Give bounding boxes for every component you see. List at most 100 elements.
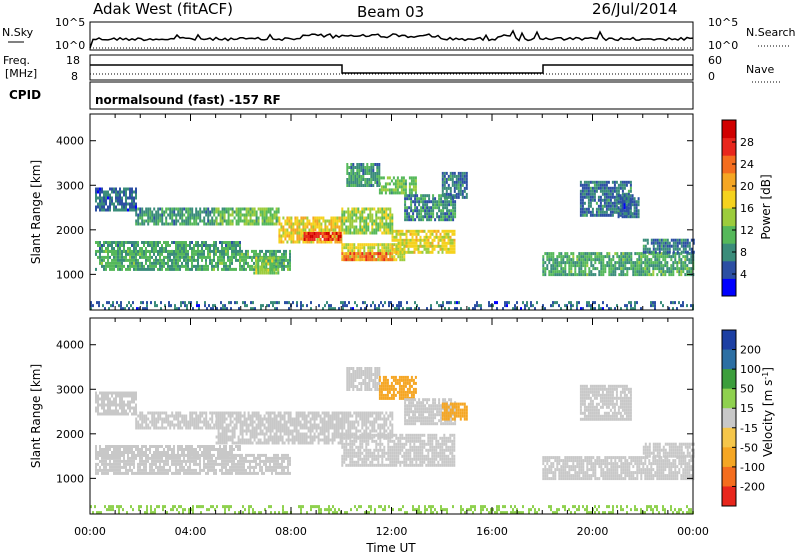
colorbar-swatch [722, 155, 736, 174]
heatmap-cell [347, 255, 350, 259]
heatmap-cell [476, 301, 478, 305]
heatmap-cell [660, 270, 663, 274]
heatmap-cell [640, 261, 643, 265]
heatmap-cell [203, 207, 206, 211]
heatmap-cell [121, 391, 123, 395]
heatmap-cell [267, 411, 270, 415]
heatmap-cell [516, 301, 518, 305]
heatmap-cell [231, 258, 233, 262]
heatmap-cell [95, 448, 97, 451]
heatmap-cell [588, 270, 591, 274]
heatmap-cell [337, 414, 340, 418]
heatmap-cell [127, 241, 129, 244]
heatmap-cell [147, 249, 149, 253]
heatmap-cell [625, 197, 628, 201]
heatmap-cell [160, 301, 162, 305]
heatmap-cell [676, 261, 679, 265]
heatmap-cell [341, 258, 344, 262]
heatmap-cell [637, 203, 640, 207]
heatmap-cell [612, 255, 615, 259]
heatmap-cell [623, 180, 626, 184]
heatmap-cell [249, 210, 252, 214]
heatmap-cell [436, 215, 439, 219]
heatmap-cell [225, 411, 228, 415]
heatmap-cell [455, 177, 458, 181]
heatmap-cell [341, 243, 344, 247]
heatmap-cell [103, 199, 105, 203]
heatmap-cell [445, 232, 448, 236]
heatmap-cell [550, 273, 553, 277]
heatmap-cell [583, 189, 586, 193]
heatmap-cell [255, 417, 258, 421]
heatmap-cell [528, 307, 530, 311]
heatmap-cell [420, 206, 423, 210]
heatmap-cell [583, 192, 586, 196]
heatmap-cell [430, 307, 432, 311]
heatmap-cell [443, 183, 446, 187]
heatmap-cell [620, 307, 622, 311]
heatmap-cell [163, 417, 166, 421]
heatmap-cell [123, 208, 125, 212]
heatmap-cell [606, 304, 608, 308]
heatmap-cell [570, 304, 572, 308]
heatmap-cell [171, 219, 174, 223]
heatmap-cell [346, 178, 349, 181]
heatmap-cell [129, 241, 131, 244]
heatmap-cell [239, 258, 241, 262]
heatmap-cell [107, 247, 109, 250]
heatmap-cell [289, 432, 292, 436]
heatmap-cell [255, 435, 258, 439]
heatmap-cell [273, 258, 275, 262]
heatmap-cell [316, 219, 319, 223]
heatmap-cell [617, 183, 620, 187]
heatmap-cell [325, 426, 328, 430]
heatmap-cell [259, 213, 262, 217]
heatmap-cell [284, 219, 287, 223]
heatmap-cell [209, 219, 212, 223]
heatmap-cell [448, 212, 451, 216]
heatmap-cell [444, 203, 447, 207]
heatmap-cell [298, 225, 301, 229]
heatmap-cell [101, 406, 103, 410]
heatmap-cell [558, 252, 561, 256]
heatmap-cell [339, 435, 342, 439]
heatmap-cell [119, 451, 121, 454]
heatmap-cell [205, 255, 207, 259]
heatmap-cell [315, 423, 318, 427]
heatmap-cell [682, 270, 685, 274]
heatmap-cell [402, 179, 405, 183]
heatmap-cell [359, 213, 362, 217]
heatmap-cell [578, 267, 581, 271]
heatmap-cell [123, 244, 125, 247]
heatmap-cell [227, 252, 229, 256]
heatmap-cell [439, 232, 442, 236]
heatmap-cell [423, 241, 426, 245]
heatmap-cell [441, 174, 444, 178]
heatmap-cell [314, 219, 317, 223]
heatmap-cell [243, 420, 246, 424]
heatmap-cell [650, 250, 653, 254]
heatmap-cell [115, 252, 117, 256]
heatmap-cell [451, 241, 454, 245]
heatmap-cell [247, 438, 250, 442]
heatmap-cell [219, 441, 222, 445]
heatmap-cell [411, 244, 414, 248]
heatmap-cell [139, 222, 142, 226]
heatmap-cell [239, 432, 242, 436]
heatmap-cell [223, 411, 226, 415]
heatmap-cell [374, 172, 377, 175]
heatmap-cell [585, 210, 588, 214]
heatmap-cell [442, 206, 445, 210]
heatmap-cell [163, 258, 165, 262]
heatmap-cell [119, 193, 121, 197]
heatmap-cell [249, 420, 252, 424]
heatmap-cell [423, 235, 426, 239]
heatmap-cell [595, 183, 598, 187]
heatmap-cell [432, 203, 435, 207]
heatmap-cell [351, 231, 354, 235]
heatmap-cell [127, 406, 129, 410]
heatmap-cell [375, 258, 378, 262]
heatmap-cell [352, 175, 355, 178]
heatmap-cell [204, 304, 206, 308]
heatmap-cell [666, 264, 669, 268]
